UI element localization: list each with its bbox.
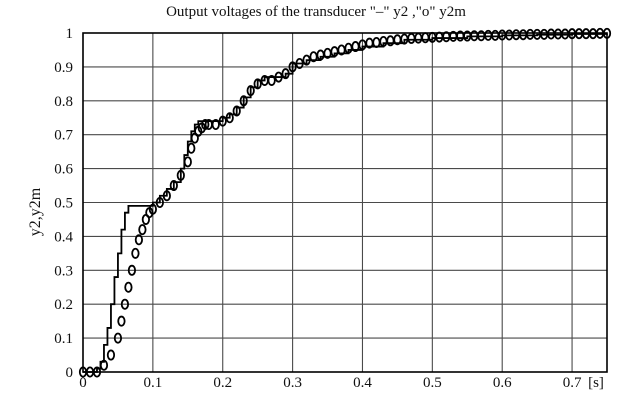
series-y2m-point (435, 31, 444, 43)
x-tick-labels: 0 0.1 0.2 0.3 0.4 0.5 0.6 0.7 (79, 375, 582, 391)
x-axis-unit-label: [s] (588, 375, 604, 391)
y-tick-labels: 0 0.1 0.2 0.3 0.4 0.5 0.6 0.7 0.8 0.9 1 (54, 26, 73, 381)
x-tick-label: 0.5 (423, 375, 442, 391)
series-y2m-point (155, 196, 164, 208)
chart-title: Output voltages of the transducer "–" y2… (166, 4, 466, 20)
series-y2m-point (232, 105, 241, 117)
x-tick-label: 0.7 (563, 375, 582, 391)
y-tick-label: 1 (66, 26, 74, 42)
x-tick-label: 0.3 (283, 375, 302, 391)
series-y2m-point (169, 180, 178, 192)
series-y2m-point (106, 349, 116, 361)
series-y2m-point (407, 32, 416, 44)
x-tick-label: 0.2 (213, 375, 232, 391)
x-tick-label: 0.6 (493, 375, 512, 391)
series-y2m-point (225, 112, 234, 124)
series-y2m-point (267, 74, 276, 86)
series-y2m-point (288, 61, 297, 73)
y-tick-label: 0.6 (54, 162, 73, 178)
series-y2m-point (117, 315, 126, 327)
y-tick-label: 0.4 (54, 229, 73, 245)
x-tick-label: 0.1 (143, 375, 162, 391)
series-y2m-point (162, 190, 171, 202)
series-y2m-point (99, 359, 109, 371)
y-tick-label: 0.1 (54, 331, 73, 347)
x-tick-label: 0.4 (353, 375, 372, 391)
series-y2m-point (211, 119, 220, 131)
series-y2m-point (218, 115, 227, 127)
series-y2m-point (491, 29, 500, 41)
series-y2m-point (176, 169, 185, 181)
y-tick-label: 0.7 (54, 128, 73, 144)
plot-frame (82, 32, 608, 373)
series-y2m-point (274, 71, 283, 83)
series-y2m-point (414, 32, 423, 44)
series-y2m-point (124, 281, 133, 293)
series-y2m-point (120, 298, 130, 310)
y-tick-label: 0.2 (54, 297, 73, 313)
series-y2m-point (295, 58, 304, 70)
series-y2m-point (239, 95, 248, 107)
series-y2m-point (134, 234, 143, 246)
y-tick-label: 0.5 (54, 196, 73, 212)
series-y2m-point (113, 332, 123, 344)
series-y2m-point (183, 156, 192, 168)
x-tick-label: 0 (79, 375, 87, 391)
y-tick-label: 0.3 (54, 263, 73, 279)
y-axis-label: y2,y2m (27, 187, 44, 236)
series-y2m-point (131, 247, 140, 259)
series-y2m-point (253, 78, 262, 90)
series-y2m-point (148, 203, 157, 215)
y-tick-label: 0.8 (54, 94, 73, 110)
series-y2m-markers (78, 27, 612, 378)
series-y2m-point (246, 85, 255, 97)
series-y2m-point (138, 224, 147, 236)
series-y2m-point (484, 29, 493, 41)
series-y2m-point (281, 68, 290, 80)
series-y2m-point (187, 142, 196, 154)
series-y2m-point (526, 28, 535, 40)
series-y2m-point (421, 32, 430, 44)
y-tick-label: 0.9 (54, 60, 73, 76)
series-y2m-point (201, 119, 210, 131)
series-y2m-point (302, 54, 311, 66)
series-y2m-point (127, 264, 137, 276)
grid-lines (82, 32, 607, 373)
y-tick-label: 0 (66, 365, 74, 381)
